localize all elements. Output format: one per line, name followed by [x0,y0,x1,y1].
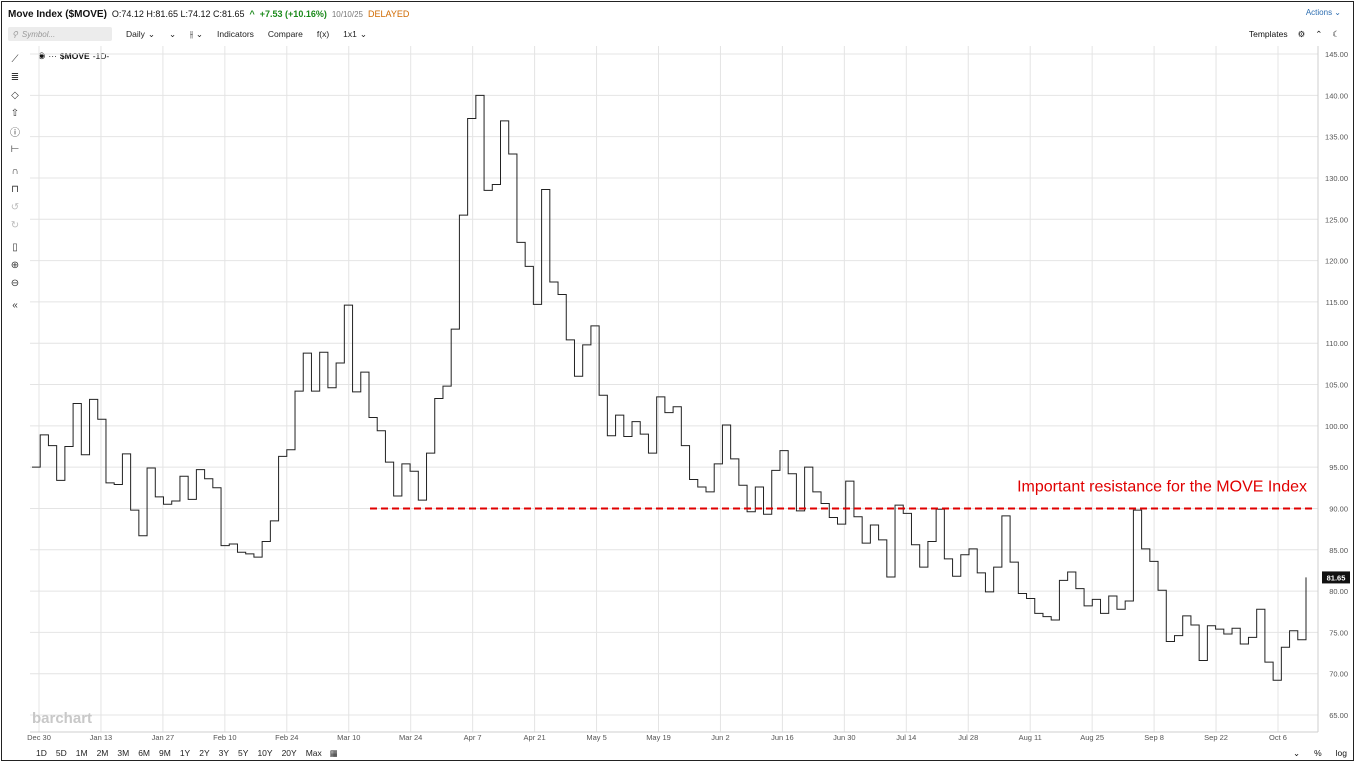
range-button-1d[interactable]: 1D [36,748,47,758]
shape-tool-icon[interactable]: ◇ [11,89,19,101]
bars-icon: ⫲ [190,28,193,39]
chart-toolbar: ⚲ Symbol... Daily ⌄ ⌄ ⫲ ⌄ Indicators Compa… [8,26,1348,42]
trash-icon[interactable]: ▯ [12,241,18,253]
collapse-sidebar-icon[interactable]: « [12,299,18,311]
collapse-up-icon[interactable]: ⌃ [1315,28,1323,39]
delayed-badge: DELAYED [367,9,410,19]
redo-icon[interactable]: ↻ [10,219,20,231]
layout-select[interactable]: 1x1 ⌄ [343,29,367,40]
arrow-tool-icon[interactable]: ⇧ [10,107,20,119]
gear-icon[interactable]: ⚙ [1297,28,1306,39]
scale-options: ⌄ % log [1293,746,1347,760]
indicators-label: Indicators [217,29,254,39]
indicators-button[interactable]: Indicators [217,29,254,39]
function-label: f(x) [316,29,330,39]
quote-date: 10/10/25 [331,9,363,19]
measure-tool-icon[interactable]: ⊢ [10,143,20,155]
range-button-max[interactable]: Max [305,748,322,758]
range-button-3y[interactable]: 3Y [218,748,230,758]
magnet-icon[interactable]: ∩ [11,165,19,177]
actions-menu[interactable]: Actions ⌄ [1306,8,1341,17]
log-toggle[interactable]: log [1335,748,1347,758]
layout-label: 1x1 [343,29,357,39]
interval-select[interactable]: Daily ⌄ [126,29,155,40]
fibonacci-tool-icon[interactable]: ≣ [10,71,20,83]
chart-type-select[interactable]: ⌄ [169,29,176,40]
function-button[interactable]: f(x) [317,29,329,39]
instrument-title: Move Index ($MOVE) [8,8,107,20]
range-button-1m[interactable]: 1M [75,748,88,758]
chevron-down-icon: ⌄ [1334,8,1341,17]
quote-header: Move Index ($MOVE) O:74.12 H:81.65 L:74.… [8,6,409,22]
undo-icon[interactable]: ↺ [10,201,20,213]
time-range-bar: 1D 5D 1M 2M 3M 6M 9M 1Y 2Y 3Y 5Y 10Y 20Y Max ▦ [36,746,338,760]
range-button-6m[interactable]: 6M [138,748,150,758]
range-button-5y[interactable]: 5Y [238,748,249,758]
range-button-9m[interactable]: 9M [159,748,171,758]
drawing-tools-sidebar: ⟋ ≣ ◇ ⇧ ⓘ ⊢ ∩ ⊓ ↺ ↻ ▯ ⊕ ⊖ « [6,50,26,314]
legend-symbol: $MOVE [59,50,90,61]
range-button-1y[interactable]: 1Y [179,748,191,758]
range-button-5d[interactable]: 5D [55,748,67,758]
eye-icon[interactable]: ◉ [38,50,46,60]
symbol-search-input[interactable]: ⚲ Symbol... [8,27,112,41]
calendar-icon[interactable]: ▦ [329,747,338,758]
info-tool-icon[interactable]: ⓘ [10,127,20,139]
legend-separator: ··· [48,50,57,61]
search-icon: ⚲ [12,29,18,39]
percent-toggle[interactable]: % [1314,748,1322,758]
zoom-in-icon[interactable]: ⊕ [10,259,20,271]
compare-button[interactable]: Compare [268,29,303,39]
range-button-2m[interactable]: 2M [96,748,109,758]
legend-interval: -1D- [92,50,110,61]
collapse-down-icon[interactable]: ⌄ [1292,747,1301,758]
range-button-2y[interactable]: 2Y [199,748,210,758]
zoom-out-icon[interactable]: ⊖ [10,277,20,289]
chevron-down-icon: ⌄ [195,28,204,39]
chevron-down-icon: ⌄ [147,28,156,39]
range-button-3m[interactable]: 3M [117,748,130,758]
range-button-10y[interactable]: 10Y [257,748,273,758]
symbol-placeholder: Symbol... [21,29,56,39]
toolbar-right: Templates ⚙ ⌃ ☾ [1249,26,1340,42]
range-buttons: 1D 5D 1M 2M 3M 6M 9M 1Y 2Y 3Y 5Y 10Y 20Y Max [36,748,322,758]
templates-button[interactable]: Templates [1248,29,1288,39]
compare-label: Compare [267,29,303,39]
range-button-20y[interactable]: 20Y [281,748,297,758]
change-arrow: ^ [249,9,255,19]
change-value: +7.53 (+10.16%) [259,9,327,19]
chart-legend: ◉ ··· $MOVE -1D- [38,50,109,61]
chevron-down-icon: ⌄ [169,28,177,39]
dark-mode-icon[interactable]: ☾ [1332,28,1340,39]
lock-icon[interactable]: ⊓ [11,183,19,195]
chevron-down-icon: ⌄ [359,28,367,39]
interval-label: Daily [126,29,145,39]
ohlc-values: O:74.12 H:81.65 L:74.12 C:81.65 [111,9,245,19]
bar-type-select[interactable]: ⫲ ⌄ [190,29,203,40]
actions-label: Actions [1305,8,1333,17]
line-tool-icon[interactable]: ⟋ [11,53,19,65]
